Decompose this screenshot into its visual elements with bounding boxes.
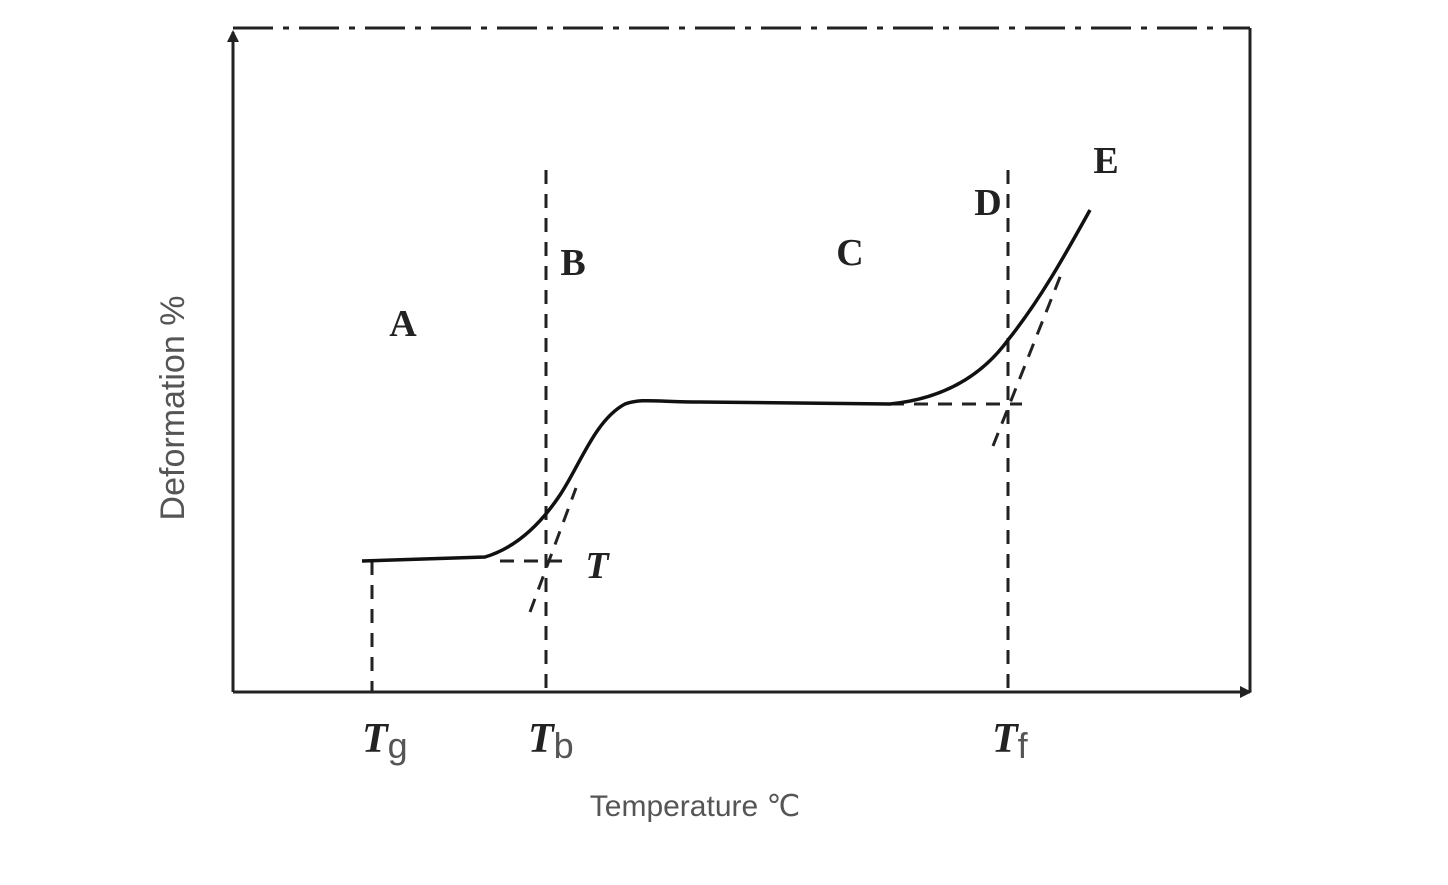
region-label: E xyxy=(1093,140,1118,182)
region-label: A xyxy=(389,303,417,345)
temp-symbol: T xyxy=(362,716,390,762)
temp-symbol: T xyxy=(528,716,556,762)
region-label: D xyxy=(974,182,1001,224)
region-label: C xyxy=(836,232,863,274)
temp-label: Tg xyxy=(362,716,408,766)
x-axis-title: Temperature ℃ xyxy=(590,790,800,823)
tangent-label: T xyxy=(585,545,610,587)
temp-subscript: g xyxy=(388,725,408,766)
temp-label: Tb xyxy=(528,716,574,766)
temp-subscript: f xyxy=(1018,725,1029,766)
temp-label: Tf xyxy=(992,716,1029,766)
temp-symbol: T xyxy=(992,716,1020,762)
region-label: B xyxy=(560,242,585,284)
tangent-2 xyxy=(991,271,1064,447)
deformation-curve xyxy=(361,209,1092,563)
temp-subscript: b xyxy=(554,725,574,766)
y-axis-title: Deformation % xyxy=(154,296,192,521)
